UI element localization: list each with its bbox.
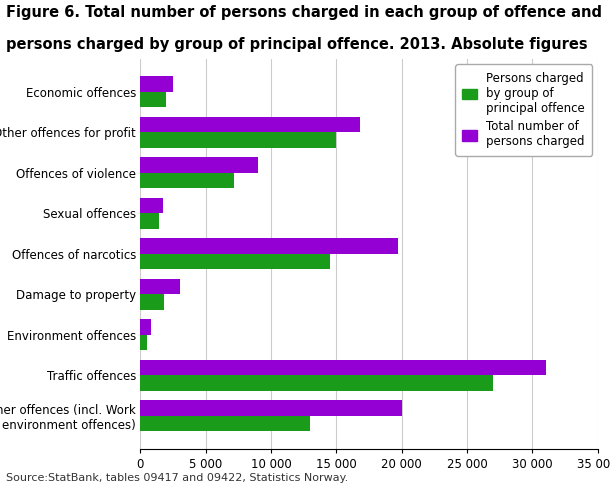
Legend: Persons charged
by group of
principal offence, Total number of
persons charged: Persons charged by group of principal of… — [456, 64, 592, 156]
Bar — [140, 132, 336, 147]
Bar — [140, 335, 147, 350]
Bar — [140, 416, 310, 431]
Bar — [140, 157, 258, 173]
Bar — [140, 360, 545, 375]
Text: persons charged by group of principal offence. 2013. Absolute figures: persons charged by group of principal of… — [6, 37, 587, 52]
Bar — [140, 117, 360, 132]
Bar — [140, 238, 398, 254]
Bar — [140, 254, 330, 269]
Bar — [140, 279, 179, 294]
Bar — [140, 76, 173, 92]
Bar — [140, 198, 162, 213]
Text: Source:StatBank, tables 09417 and 09422, Statistics Norway.: Source:StatBank, tables 09417 and 09422,… — [6, 473, 348, 483]
Bar — [140, 319, 151, 335]
Bar — [140, 375, 493, 391]
Bar — [140, 401, 402, 416]
Text: Figure 6. Total number of persons charged in each group of offence and: Figure 6. Total number of persons charge… — [6, 5, 602, 20]
Bar — [140, 92, 167, 107]
Bar — [140, 213, 159, 229]
Bar — [140, 294, 164, 310]
Bar — [140, 173, 234, 188]
